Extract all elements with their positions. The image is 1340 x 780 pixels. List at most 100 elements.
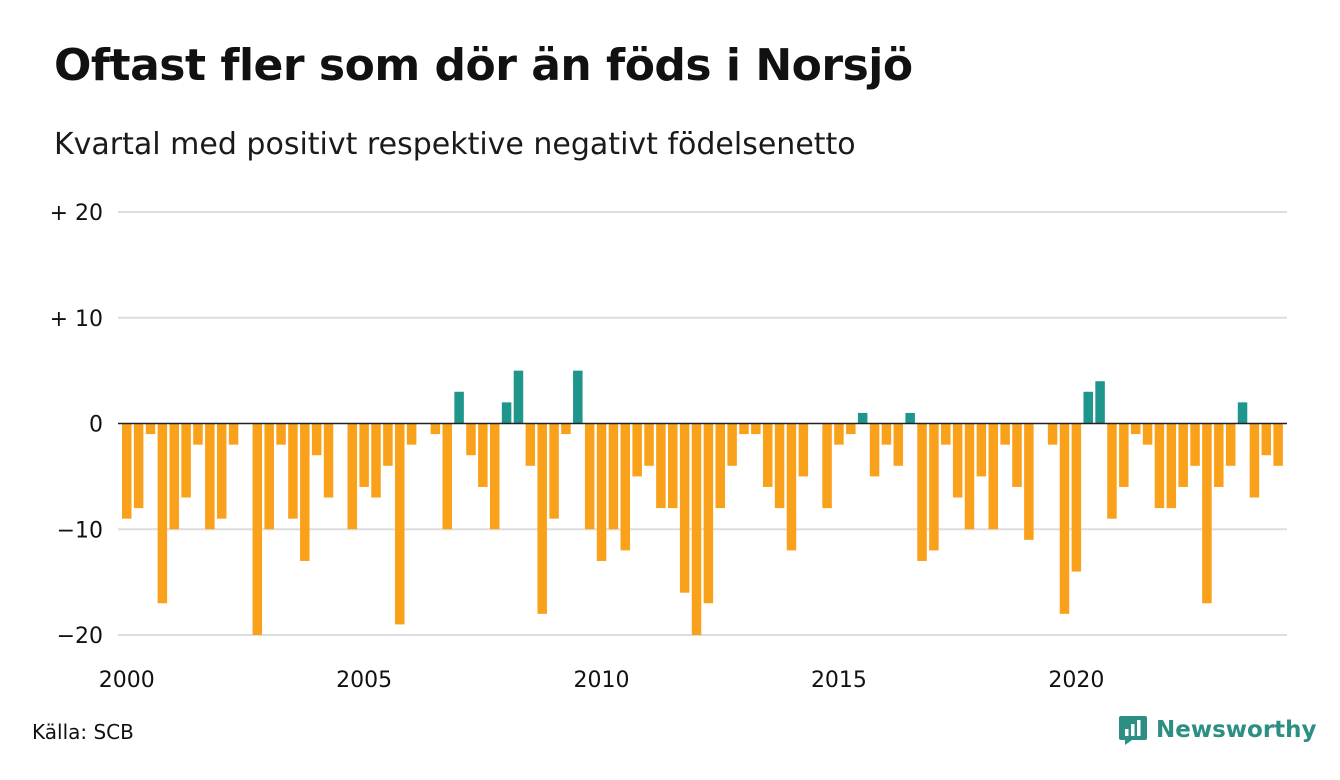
- bar: [857, 412, 868, 424]
- newsworthy-logo-icon: [1119, 716, 1147, 745]
- bar: [133, 423, 144, 509]
- bar: [988, 423, 999, 530]
- bar: [679, 423, 690, 593]
- bar: [608, 423, 619, 530]
- bar: [1214, 423, 1224, 487]
- bar: [644, 423, 654, 466]
- bar: [501, 402, 512, 424]
- bar: [632, 423, 642, 477]
- bar: [739, 423, 749, 435]
- bar: [1249, 423, 1260, 498]
- y-tick-label: + 10: [50, 307, 103, 332]
- bar: [395, 423, 405, 625]
- bar: [537, 423, 547, 614]
- bar: [584, 423, 595, 530]
- bar: [668, 423, 678, 509]
- bar: [1190, 423, 1200, 466]
- bar: [893, 423, 904, 466]
- bar: [311, 423, 322, 456]
- bar: [1000, 423, 1010, 445]
- bar: [276, 423, 286, 445]
- bar: [549, 423, 559, 519]
- bar: [1261, 423, 1272, 456]
- bar-chart: + 20 + 10 0 −10 −20 2000 2005 2010 2015 2020: [50, 201, 1287, 693]
- bar: [1166, 423, 1177, 509]
- bar: [703, 423, 714, 604]
- x-tick-label: 2010: [574, 668, 630, 693]
- bar: [1225, 423, 1236, 466]
- bar: [952, 423, 963, 498]
- bar: [774, 423, 785, 509]
- bar: [525, 423, 536, 466]
- bar: [1202, 423, 1212, 604]
- bar: [964, 423, 975, 530]
- bar: [656, 423, 666, 509]
- bar: [1237, 402, 1248, 424]
- bar: [157, 423, 168, 604]
- gridlines: [118, 211, 1287, 636]
- bar: [1142, 423, 1153, 445]
- bar: [1083, 391, 1093, 424]
- bar: [786, 423, 797, 551]
- bar: [1154, 423, 1165, 509]
- source-note: Källa: SCB: [32, 720, 134, 744]
- bar: [430, 423, 441, 435]
- bar: [406, 423, 417, 445]
- bar: [145, 423, 156, 435]
- bar: [359, 423, 369, 487]
- bar: [300, 423, 310, 561]
- bar: [846, 423, 856, 435]
- y-tick-label: −20: [57, 624, 103, 649]
- bar: [466, 423, 476, 456]
- bar: [798, 423, 809, 477]
- bar: [1273, 423, 1283, 466]
- bar: [181, 423, 191, 498]
- chart-subtitle: Kvartal med positivt respektive negativt…: [54, 127, 856, 162]
- bar: [513, 370, 524, 424]
- bar: [489, 423, 500, 530]
- bar: [252, 423, 263, 635]
- bar: [454, 391, 464, 424]
- x-axis-labels: 2000 2005 2010 2015 2020: [99, 668, 1105, 693]
- bar: [1071, 423, 1082, 572]
- bar: [869, 423, 880, 477]
- bar: [169, 423, 179, 530]
- bar: [347, 423, 358, 530]
- bar: [323, 423, 334, 498]
- x-tick-label: 2020: [1048, 668, 1104, 693]
- x-tick-label: 2000: [99, 668, 155, 693]
- x-tick-label: 2005: [336, 668, 392, 693]
- bar: [822, 423, 832, 509]
- bar: [691, 423, 702, 635]
- bar: [751, 423, 761, 435]
- bar: [620, 423, 631, 551]
- bar: [1095, 381, 1105, 424]
- bar: [228, 423, 239, 445]
- bar: [371, 423, 381, 498]
- brand-logo: Newsworthy: [1118, 714, 1317, 746]
- bar: [1059, 423, 1070, 614]
- bar: [715, 423, 725, 509]
- bar: [561, 423, 571, 435]
- bar: [929, 423, 939, 551]
- bar: [478, 423, 488, 487]
- y-tick-label: 0: [89, 413, 103, 438]
- bar: [596, 423, 607, 561]
- bar: [193, 423, 203, 445]
- bar: [442, 423, 452, 530]
- y-axis-labels: + 20 + 10 0 −10 −20: [50, 201, 103, 649]
- bar: [762, 423, 773, 487]
- bar: [1119, 423, 1129, 487]
- chart-title: Oftast fler som dör än föds i Norsjö: [54, 40, 913, 91]
- y-tick-label: + 20: [50, 201, 103, 226]
- bar: [905, 412, 915, 424]
- bar: [976, 423, 987, 477]
- bar: [1178, 423, 1188, 487]
- bar: [216, 423, 227, 519]
- bar: [264, 423, 274, 530]
- bar: [1024, 423, 1034, 540]
- bar: [205, 423, 215, 530]
- bar: [122, 423, 132, 519]
- bar: [881, 423, 892, 445]
- bar: [1107, 423, 1117, 519]
